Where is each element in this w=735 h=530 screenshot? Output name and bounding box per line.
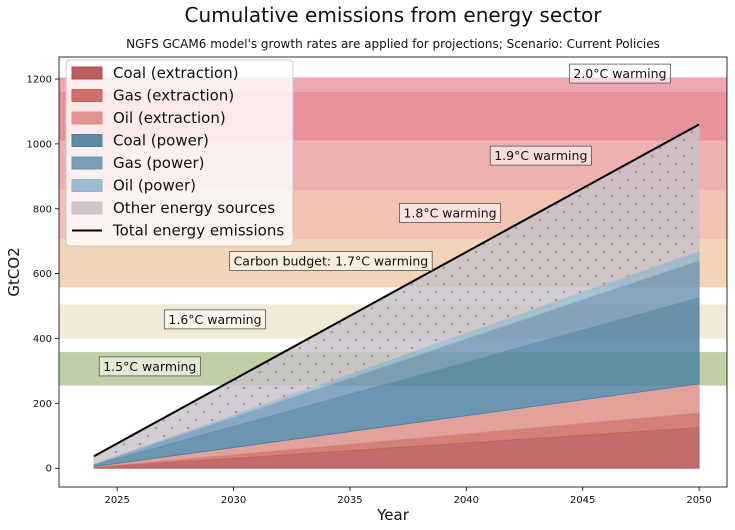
legend-label: Gas (extraction) xyxy=(113,87,234,105)
legend-label: Coal (extraction) xyxy=(113,64,239,82)
band-label-1-8-c-warming: 1.8°C warming xyxy=(399,203,502,223)
legend-swatch xyxy=(71,179,103,192)
x-axis-ticks: 2025 2030 2035 2040 2045 2050 xyxy=(104,487,712,506)
legend-label: Oil (extraction) xyxy=(113,109,226,127)
x-tick-label: 2035 xyxy=(337,495,362,506)
band-label-text: 2.0°C warming xyxy=(573,66,666,81)
legend-item-coal-power: Coal (power) xyxy=(71,132,209,150)
legend-swatch xyxy=(71,89,103,102)
legend-item-coal-extraction: Coal (extraction) xyxy=(71,64,239,82)
x-tick-label: 2045 xyxy=(570,495,595,506)
band-label-text: 1.5°C warming xyxy=(103,359,196,374)
warming-band-labels: 1.5°C warming 1.6°C warming Carbon budget:… xyxy=(98,63,671,377)
x-tick-label: 2030 xyxy=(221,495,246,506)
chart-title: Cumulative emissions from energy sector xyxy=(185,3,603,27)
y-tick-label: 800 xyxy=(33,204,52,215)
legend-label: Coal (power) xyxy=(113,132,209,150)
legend-swatch xyxy=(71,201,103,215)
legend-item-gas-extraction: Gas (extraction) xyxy=(71,87,234,105)
band-label-text: 1.9°C warming xyxy=(494,148,587,163)
legend-swatch xyxy=(71,156,103,170)
legend: Coal (extraction) Gas (extraction) Oil (ex… xyxy=(65,59,294,247)
band-label-carbon-budget-1-7-c-warming: Carbon budget: 1.7°C warming xyxy=(229,251,433,271)
band-label-1-6-c-warming: 1.6°C warming xyxy=(163,309,266,330)
band-label-text: Carbon budget: 1.7°C warming xyxy=(234,254,429,269)
x-tick-label: 2025 xyxy=(104,495,129,506)
legend-item-gas-power: Gas (power) xyxy=(71,154,204,172)
legend-item-oil-extraction: Oil (extraction) xyxy=(71,109,226,127)
legend-label: Gas (power) xyxy=(113,154,204,172)
legend-item-oil-power: Oil (power) xyxy=(71,177,196,195)
total-line-group xyxy=(93,123,700,458)
band-label-2-0-c-warming: 2.0°C warming xyxy=(568,63,671,84)
legend-item-other-energy-sources: Other energy sources xyxy=(71,199,275,217)
x-axis-label: Year xyxy=(376,506,410,524)
x-tick-label: 2040 xyxy=(454,495,479,506)
total-energy-emissions-line xyxy=(93,123,700,458)
legend-swatch xyxy=(71,66,103,80)
band-label-1-5-c-warming: 1.5°C warming xyxy=(98,356,201,377)
y-tick-label: 400 xyxy=(33,334,52,345)
stacked-areas xyxy=(93,123,700,469)
band-label-text: 1.6°C warming xyxy=(168,312,261,327)
legend-label: Total energy emissions xyxy=(112,222,284,240)
y-axis-label: GtCO2 xyxy=(5,247,23,296)
band-label-box xyxy=(568,63,671,84)
y-tick-label: 200 xyxy=(33,399,52,410)
y-axis-ticks: 0 200 400 600 800 1000 1200 xyxy=(27,75,59,475)
band-label-box xyxy=(98,356,201,377)
band-label-box xyxy=(489,145,592,166)
y-tick-label: 1200 xyxy=(27,75,52,86)
band-label-text: 1.8°C warming xyxy=(403,206,496,221)
band-label-1-9-c-warming: 1.9°C warming xyxy=(489,145,592,166)
legend-swatch xyxy=(71,111,103,125)
legend-label: Oil (power) xyxy=(113,177,196,195)
legend-swatch xyxy=(71,134,103,147)
area-other-energy-sources-hatch xyxy=(93,124,700,464)
band-label-box xyxy=(399,203,502,223)
band-label-box xyxy=(163,309,266,330)
y-tick-label: 600 xyxy=(33,269,52,280)
plot-frame xyxy=(58,56,728,488)
legend-label: Other energy sources xyxy=(113,199,275,217)
x-tick-label: 2050 xyxy=(686,495,711,506)
chart-subtitle: NGFS GCAM6 model's growth rates are appl… xyxy=(126,37,660,51)
band-label-box xyxy=(229,251,433,271)
legend-item-total-energy-emissions: Total energy emissions xyxy=(72,222,284,240)
y-tick-label: 0 xyxy=(46,464,52,475)
legend-box xyxy=(65,59,294,247)
y-tick-label: 1000 xyxy=(27,139,52,150)
